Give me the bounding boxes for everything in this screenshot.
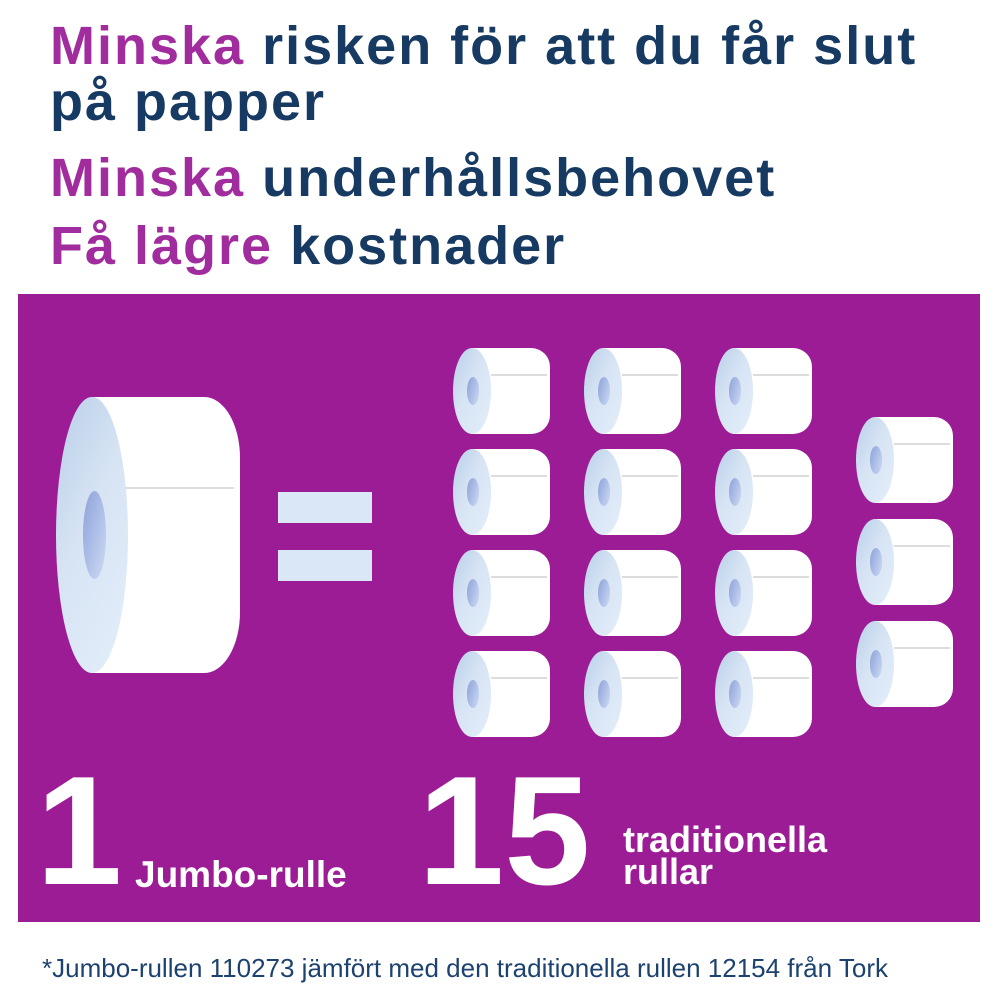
roll-core [467, 680, 480, 708]
roll-seam [621, 474, 679, 477]
headline-line-4: Få lägre kostnader [50, 219, 566, 273]
headline-accent: Minska [50, 16, 263, 76]
small-roll [584, 550, 681, 636]
small-roll [715, 651, 812, 737]
headline-rest: risken för att du får slut [262, 16, 918, 76]
roll-seam [893, 544, 951, 547]
small-roll [453, 651, 550, 737]
roll-core [870, 548, 883, 576]
jumbo-count-label: Jumbo-rulle [135, 854, 347, 895]
small-roll [453, 550, 550, 636]
roll-seam [621, 676, 679, 679]
footnote: *Jumbo-rullen 110273 jämfört med den tra… [42, 953, 888, 983]
small-roll [584, 651, 681, 737]
headline-accent: Minska [50, 148, 263, 208]
roll-seam [490, 373, 548, 376]
roll-seam [752, 373, 810, 376]
roll-seam [752, 575, 810, 578]
roll-seam [490, 676, 548, 679]
traditional-count-label: traditionella rullar [623, 819, 828, 892]
headline-rest: underhållsbehovet [262, 148, 777, 208]
equals-bar-top [278, 492, 372, 523]
small-roll [453, 449, 550, 535]
roll-seam [893, 442, 951, 445]
roll-core [729, 377, 742, 405]
roll-seam [490, 575, 548, 578]
jumbo-count: 1 [36, 744, 123, 917]
roll-core [870, 446, 883, 474]
small-roll [715, 550, 812, 636]
roll-seam [621, 575, 679, 578]
roll-core [870, 650, 883, 678]
comparison-panel: 1 Jumbo-rulle 15 traditionella rullar [18, 294, 980, 922]
roll-seam [893, 646, 951, 649]
small-roll [715, 348, 812, 434]
small-roll [856, 621, 953, 707]
equals-bar-bottom [278, 550, 372, 581]
roll-core [467, 478, 480, 506]
roll-core [729, 579, 742, 607]
traditional-count: 15 [418, 744, 591, 917]
headline-accent: Få lägre [50, 216, 291, 276]
headline-line-1: Minska risken för att du får slut [50, 19, 917, 73]
roll-core [729, 478, 742, 506]
headline-rest: kostnader [290, 216, 567, 276]
roll-core [467, 377, 480, 405]
roll-core [467, 579, 480, 607]
small-roll [856, 519, 953, 605]
jumbo-roll-illustration [56, 397, 240, 673]
small-roll [584, 348, 681, 434]
roll-seam [490, 474, 548, 477]
small-roll [453, 348, 550, 434]
roll-core [598, 377, 611, 405]
roll-seam [752, 474, 810, 477]
roll-core [729, 680, 742, 708]
headline-rest: på papper [50, 72, 327, 132]
small-roll [856, 417, 953, 503]
roll-seam [123, 486, 235, 489]
small-roll [584, 449, 681, 535]
small-roll [715, 449, 812, 535]
roll-seam [752, 676, 810, 679]
roll-core [598, 478, 611, 506]
headline-line-2: på papper [50, 75, 326, 129]
roll-core [598, 680, 611, 708]
roll-core [598, 579, 611, 607]
roll-core [82, 490, 106, 580]
roll-seam [621, 373, 679, 376]
headline-line-3: Minska underhållsbehovet [50, 151, 776, 205]
